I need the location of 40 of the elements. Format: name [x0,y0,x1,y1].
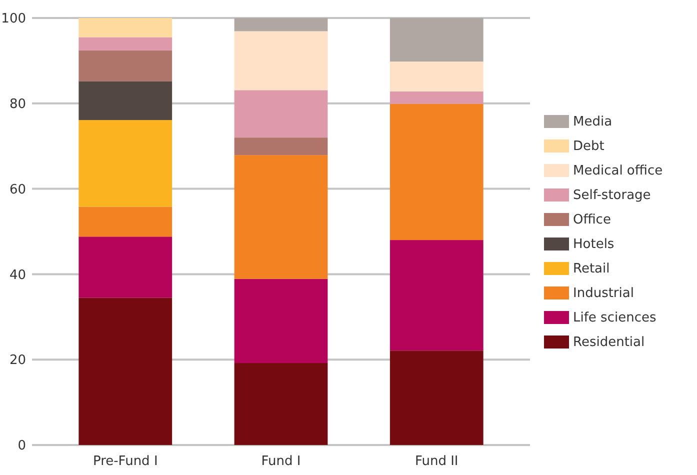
x-tick-label: Fund I [261,454,301,469]
bar [78,206,172,237]
bar [390,91,484,104]
bar [390,18,484,62]
legend-label: Office [573,212,611,228]
legend-label: Debt [573,139,604,154]
legend-label: Hotels [573,237,614,252]
legend-label: Life sciences [573,310,656,326]
y-tick-label: 20 [9,353,26,368]
bar [78,120,172,207]
bar [78,50,172,82]
bar [78,81,172,120]
x-tick-label: Fund II [414,454,458,469]
y-tick-label: 80 [9,96,26,112]
bar [234,278,328,364]
bar [390,350,484,445]
bar [234,155,328,279]
y-tick-label: 100 [1,12,26,27]
legend-label: Media [573,114,612,130]
bar [78,18,172,38]
bar [390,240,484,351]
bar [234,90,328,138]
y-tick-label: 40 [9,268,26,283]
legend-label: Medical office [573,164,663,179]
bar [78,298,172,445]
bar [234,31,328,90]
bar [78,37,172,50]
legend-label: Retail [573,262,610,277]
y-tick-label: 60 [9,182,26,198]
bar [78,236,172,298]
legend-label: Residential [573,335,645,350]
bar [234,138,328,156]
y-tick-label: 0 [18,438,26,454]
bar [234,363,328,445]
bar [390,104,484,240]
legend-label: Industrial [573,286,634,302]
bar [390,62,484,92]
x-tick-label: Pre-Fund I [92,454,158,469]
legend-label: Self-storage [573,188,651,204]
bar [234,18,328,32]
